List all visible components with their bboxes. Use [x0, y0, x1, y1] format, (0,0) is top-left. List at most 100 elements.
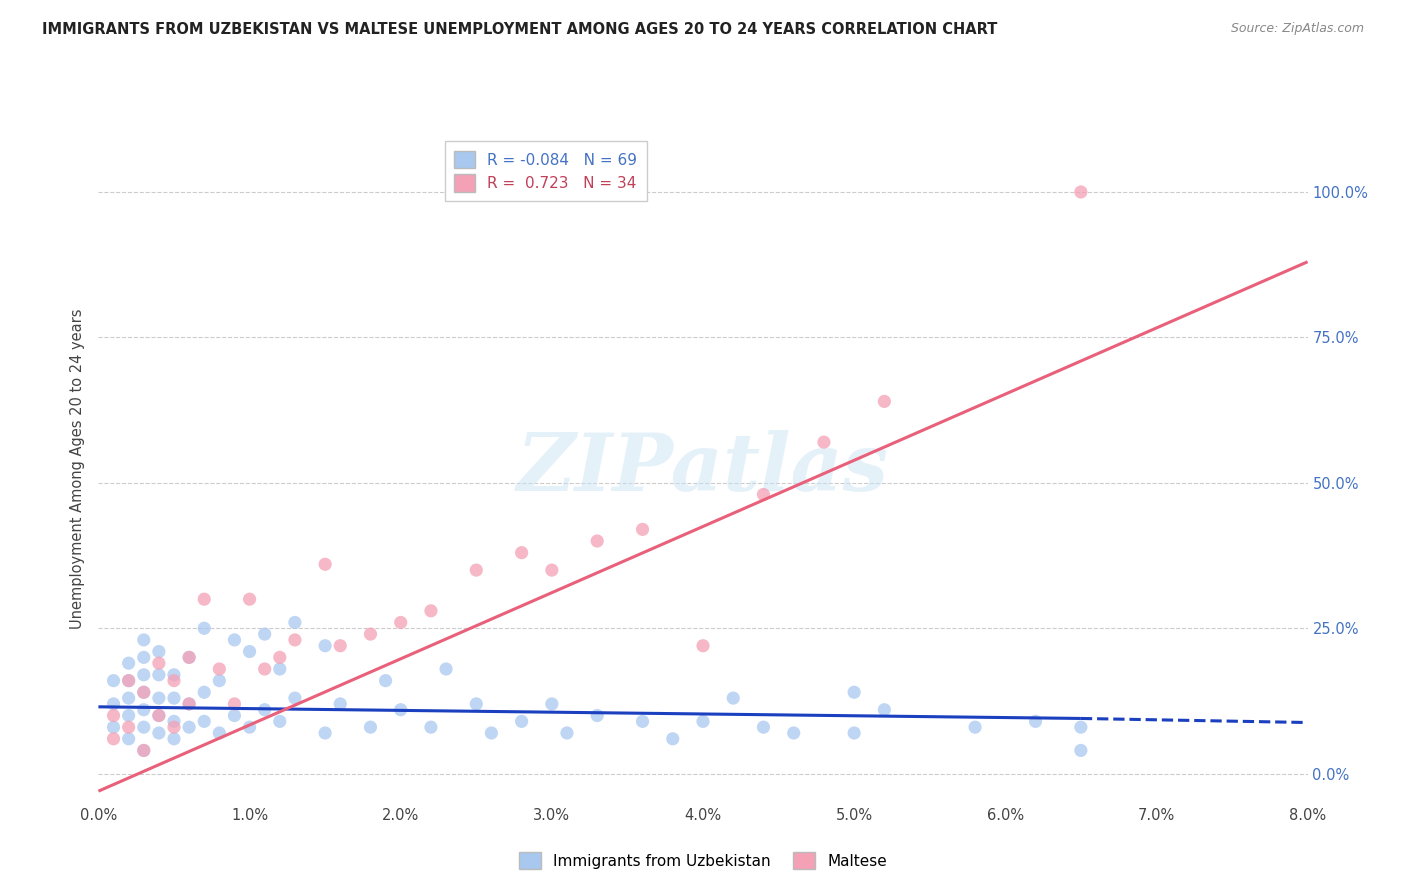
Point	[179, 697, 201, 711]
Point	[132, 685, 155, 699]
Point	[118, 673, 141, 688]
Point	[224, 632, 246, 647]
Point	[783, 726, 806, 740]
Point	[179, 720, 201, 734]
Point	[360, 627, 382, 641]
Point	[465, 563, 488, 577]
Point	[132, 685, 155, 699]
Point	[541, 697, 564, 711]
Point	[239, 592, 262, 607]
Point	[374, 673, 396, 688]
Point	[132, 743, 155, 757]
Point	[873, 703, 896, 717]
Point	[208, 673, 231, 688]
Point	[148, 708, 170, 723]
Point	[284, 691, 307, 706]
Point	[132, 743, 155, 757]
Point	[239, 720, 262, 734]
Point	[314, 639, 336, 653]
Point	[586, 708, 609, 723]
Legend: R = -0.084   N = 69, R =  0.723   N = 34: R = -0.084 N = 69, R = 0.723 N = 34	[444, 142, 647, 202]
Point	[844, 685, 866, 699]
Point	[118, 708, 141, 723]
Point	[148, 668, 170, 682]
Point	[253, 662, 276, 676]
Point	[586, 534, 609, 549]
Point	[132, 650, 155, 665]
Point	[269, 662, 291, 676]
Point	[269, 714, 291, 729]
Point	[118, 673, 141, 688]
Point	[118, 731, 141, 746]
Point	[873, 394, 896, 409]
Point	[224, 697, 246, 711]
Point	[420, 604, 443, 618]
Point	[132, 720, 155, 734]
Point	[103, 708, 125, 723]
Point	[239, 644, 262, 658]
Point	[253, 627, 276, 641]
Point	[541, 563, 564, 577]
Legend: Immigrants from Uzbekistan, Maltese: Immigrants from Uzbekistan, Maltese	[513, 846, 893, 875]
Point	[465, 697, 488, 711]
Point	[692, 639, 714, 653]
Point	[284, 615, 307, 630]
Point	[179, 650, 201, 665]
Point	[329, 697, 352, 711]
Point	[179, 650, 201, 665]
Point	[420, 720, 443, 734]
Point	[224, 708, 246, 723]
Point	[813, 435, 835, 450]
Point	[163, 691, 186, 706]
Point	[193, 714, 215, 729]
Point	[103, 697, 125, 711]
Point	[631, 522, 654, 536]
Point	[1070, 185, 1092, 199]
Point	[193, 685, 215, 699]
Point	[1025, 714, 1047, 729]
Point	[965, 720, 987, 734]
Point	[253, 703, 276, 717]
Point	[269, 650, 291, 665]
Point	[103, 673, 125, 688]
Point	[631, 714, 654, 729]
Point	[752, 487, 775, 501]
Point	[179, 697, 201, 711]
Point	[1070, 720, 1092, 734]
Point	[163, 731, 186, 746]
Point	[662, 731, 685, 746]
Text: ZIPatlas: ZIPatlas	[517, 430, 889, 507]
Point	[208, 662, 231, 676]
Point	[118, 656, 141, 670]
Point	[163, 668, 186, 682]
Point	[163, 720, 186, 734]
Point	[163, 714, 186, 729]
Point	[193, 621, 215, 635]
Point	[314, 726, 336, 740]
Point	[1070, 743, 1092, 757]
Point	[132, 668, 155, 682]
Point	[103, 731, 125, 746]
Point	[103, 720, 125, 734]
Point	[389, 615, 412, 630]
Point	[132, 703, 155, 717]
Point	[360, 720, 382, 734]
Point	[148, 726, 170, 740]
Point	[193, 592, 215, 607]
Point	[510, 546, 533, 560]
Point	[329, 639, 352, 653]
Y-axis label: Unemployment Among Ages 20 to 24 years: Unemployment Among Ages 20 to 24 years	[69, 308, 84, 629]
Point	[434, 662, 457, 676]
Point	[692, 714, 714, 729]
Point	[510, 714, 533, 729]
Point	[844, 726, 866, 740]
Point	[148, 691, 170, 706]
Point	[132, 632, 155, 647]
Point	[148, 644, 170, 658]
Point	[118, 691, 141, 706]
Point	[163, 673, 186, 688]
Point	[314, 558, 336, 572]
Point	[208, 726, 231, 740]
Point	[389, 703, 412, 717]
Point	[118, 720, 141, 734]
